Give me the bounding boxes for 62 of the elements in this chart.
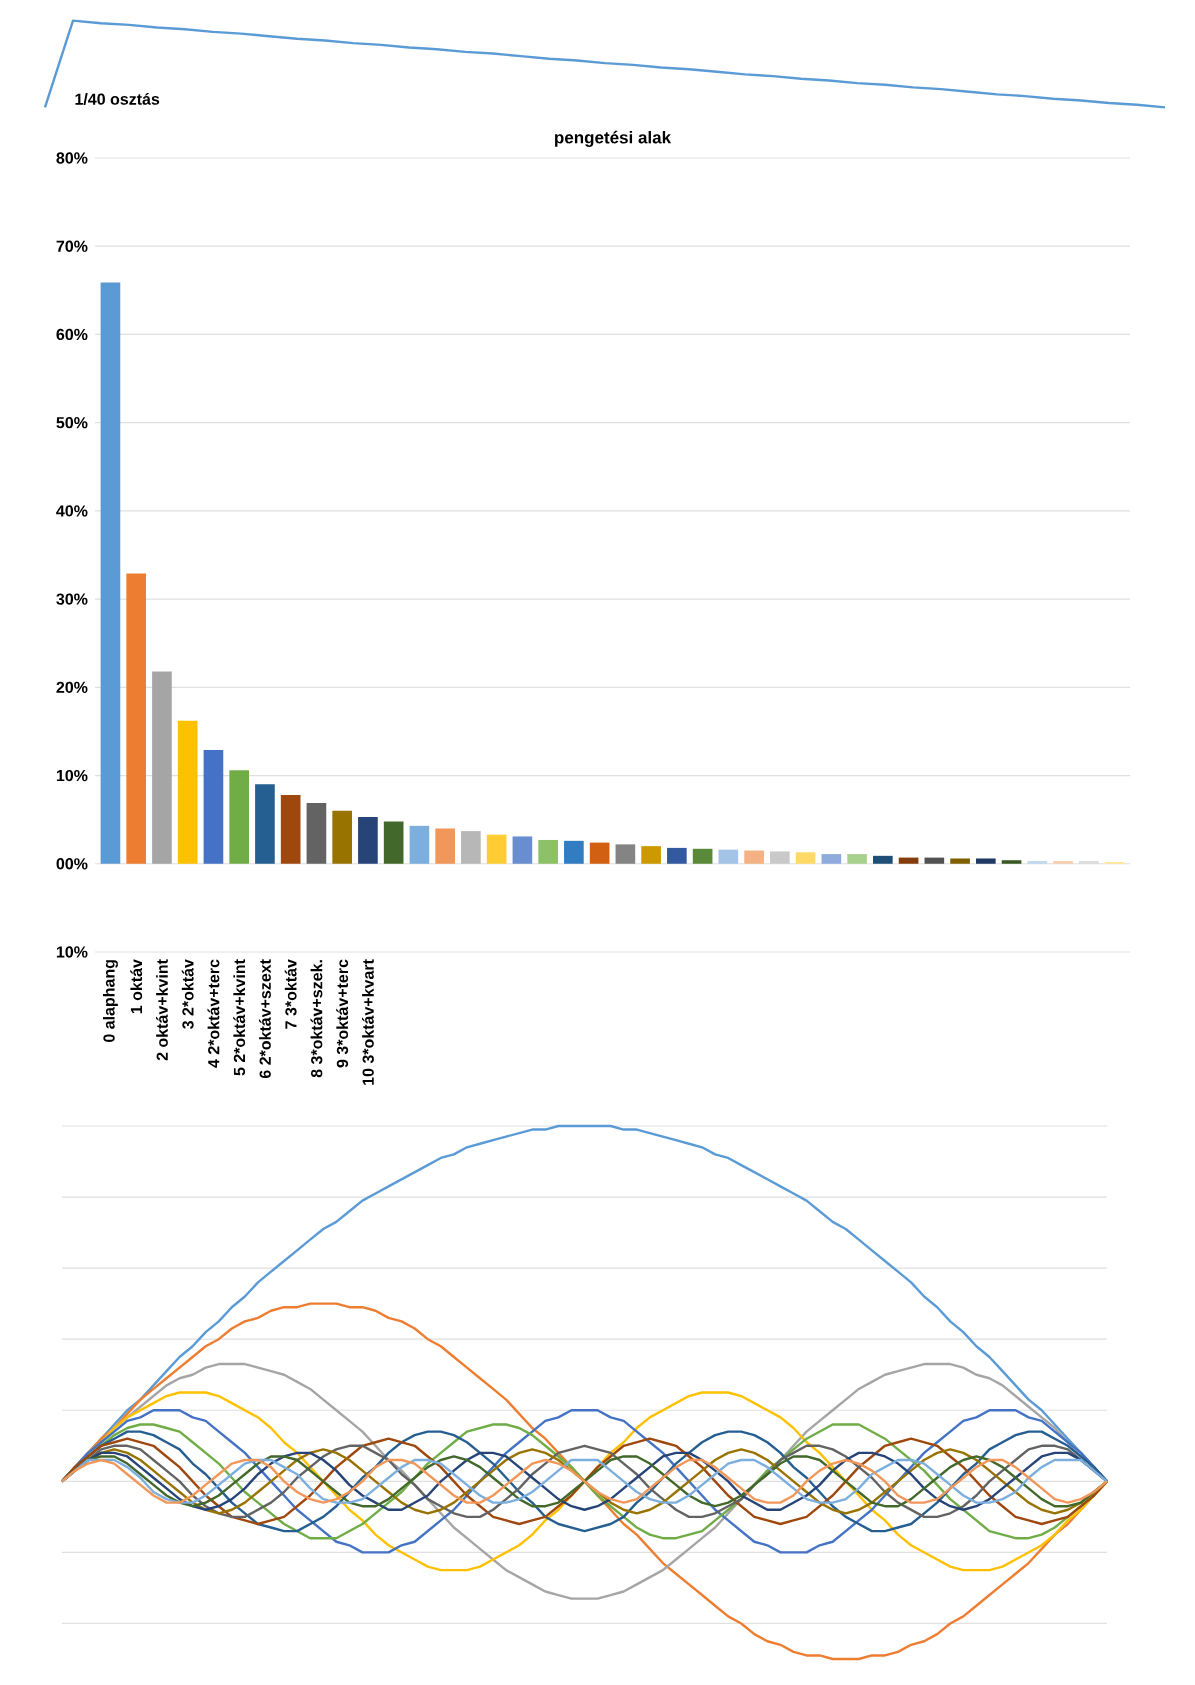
x-tick-label: 9 3*oktáv+terc: [336, 959, 349, 1068]
x-tick-label: 6 2*oktáv+szext: [258, 959, 271, 1079]
y-tick-label: 80%: [56, 152, 88, 164]
bar: [641, 846, 661, 864]
annotation: 1/40 osztás: [75, 92, 160, 105]
y-tick-label: 10%: [56, 769, 88, 782]
x-tick-label: 3 2*oktáv: [181, 959, 194, 1029]
y-tick-label: 00%: [56, 858, 88, 870]
bar: [1078, 861, 1099, 864]
bar: [924, 857, 945, 864]
bar: [975, 858, 996, 864]
bar: [744, 850, 764, 864]
bar: [873, 855, 893, 864]
bar: [821, 854, 842, 864]
bar: [847, 854, 867, 864]
bar: [1027, 861, 1048, 864]
bar: [589, 842, 610, 864]
x-tick-label: 8 3*oktáv+szek.: [310, 960, 323, 1078]
bar: [177, 720, 198, 864]
x-tick-label: 5 2*oktáv+kvint: [233, 959, 246, 1076]
bar: [564, 840, 584, 864]
bar: [512, 836, 533, 864]
y-tick-label: 10%: [56, 946, 88, 958]
bar: [255, 784, 275, 864]
y-tick-label: 50%: [56, 417, 88, 429]
bar: [795, 852, 816, 864]
bar: [461, 831, 481, 864]
bar: [898, 857, 919, 864]
bar: [409, 825, 430, 864]
bar: [1001, 860, 1022, 864]
y-tick-label: 40%: [56, 505, 88, 517]
bar: [667, 847, 687, 864]
y-tick-label: 30%: [56, 593, 88, 605]
bar: [229, 770, 250, 864]
bar: [306, 802, 327, 864]
x-tick-label: 2 oktáv+kvint: [156, 959, 168, 1061]
bar: [538, 839, 558, 864]
bar: [280, 794, 301, 864]
bar: [692, 848, 713, 864]
bar: [718, 849, 739, 864]
x-tick-label: 1 oktáv: [130, 959, 143, 1014]
bar: [152, 671, 172, 864]
bar: [1053, 861, 1073, 864]
bar: [486, 834, 507, 864]
bar: [203, 749, 224, 864]
bar: [126, 573, 147, 864]
y-tick-label: 60%: [56, 328, 88, 341]
x-tick-label: 10 3*oktáv+kvart: [361, 959, 374, 1085]
bar: [435, 828, 455, 864]
x-tick-label: 7 3*oktáv: [284, 959, 297, 1029]
bar: [383, 821, 404, 864]
bar: [615, 844, 636, 864]
x-tick-label: 0 alaphang: [102, 960, 118, 1043]
bar: [332, 810, 352, 864]
bar: [358, 817, 378, 864]
chart-title: pengetési alak: [555, 130, 672, 147]
bar: [770, 851, 790, 864]
bar: [950, 858, 970, 864]
y-tick-label: 20%: [56, 681, 88, 693]
bar: [100, 282, 121, 864]
y-tick-label: 70%: [56, 240, 88, 252]
x-tick-label: 4 2*oktáv+terc: [207, 959, 220, 1068]
